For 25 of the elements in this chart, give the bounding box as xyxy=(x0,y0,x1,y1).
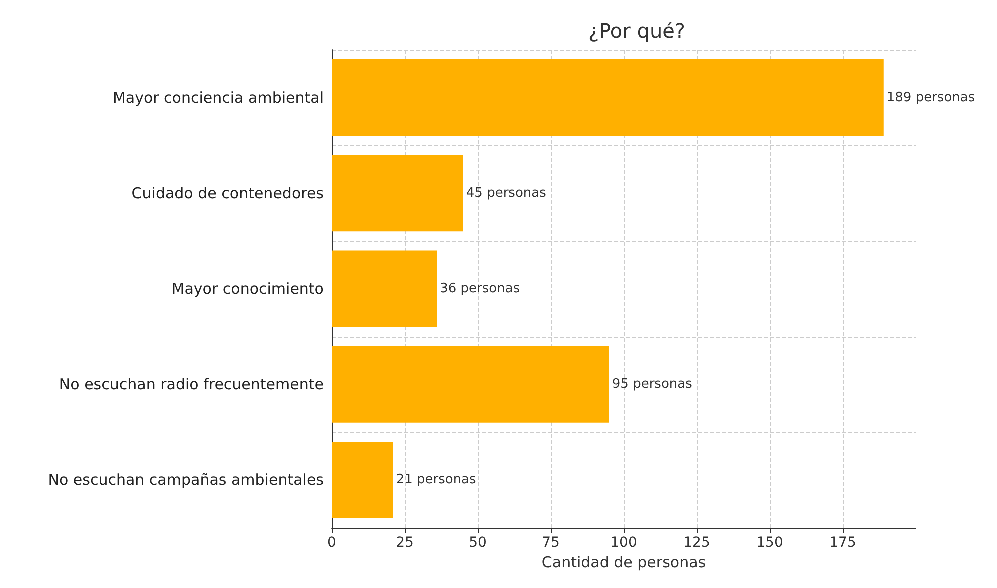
y-tick-label: Mayor conciencia ambiental xyxy=(112,88,324,107)
bar xyxy=(332,442,394,518)
data-label: 95 personas xyxy=(612,377,693,392)
x-tick-label: 100 xyxy=(610,535,638,551)
data-label: 21 personas xyxy=(396,472,477,488)
data-label: 36 personas xyxy=(440,282,520,296)
x-tick-label: 50 xyxy=(469,535,487,551)
bar xyxy=(332,346,610,423)
x-tick-label: 125 xyxy=(684,535,710,551)
bar xyxy=(332,60,884,136)
x-tick-label: 0 xyxy=(328,535,336,551)
y-tick-label: No escuchan campañas ambientales xyxy=(48,471,324,490)
x-tick-label: 175 xyxy=(830,535,856,551)
x-tick-label: 150 xyxy=(756,535,784,551)
x-tick-label: 25 xyxy=(396,535,414,551)
x-axis-title: Cantidad de personas xyxy=(542,553,706,572)
bar xyxy=(332,155,464,232)
chart-title: ¿Por qué? xyxy=(588,19,686,43)
data-label: 189 personas xyxy=(886,90,976,106)
y-tick-label: Cuidado de contenedores xyxy=(132,184,324,202)
data-label: 45 personas xyxy=(466,186,547,201)
bar xyxy=(332,250,438,328)
y-tick-label: Mayor conocimiento xyxy=(172,280,324,298)
y-tick-label: No escuchan radio frecuentemente xyxy=(59,376,324,394)
x-tick-label: 75 xyxy=(542,535,560,551)
